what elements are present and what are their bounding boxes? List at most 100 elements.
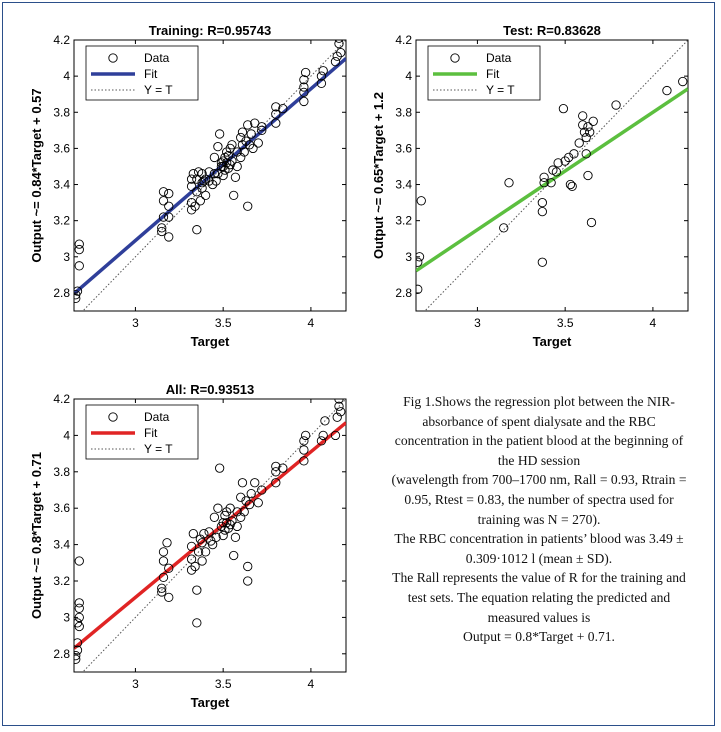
test-data-point xyxy=(416,284,423,294)
training-data-point xyxy=(164,188,174,199)
test-ytick-label: 4 xyxy=(405,69,412,83)
training-data-point xyxy=(186,197,197,208)
all-data-point xyxy=(218,518,228,528)
all-data-point xyxy=(244,499,255,510)
training-data-point xyxy=(229,190,239,201)
test-data-point xyxy=(574,138,584,148)
test-legend-data-marker xyxy=(450,53,460,63)
test-data-point xyxy=(564,152,574,163)
training-data-point xyxy=(236,152,246,163)
all-data-point xyxy=(218,530,228,541)
caption-rall-explanation: The Rall represents the value of R for t… xyxy=(392,570,686,625)
training-data-point xyxy=(300,67,311,78)
all-data-point xyxy=(237,478,248,488)
test-data-point xyxy=(567,181,577,191)
all-data-point xyxy=(332,412,342,422)
training-y-axis-label: Output ~= 0.84*Target + 0.57 xyxy=(29,88,44,262)
training-data-point xyxy=(243,201,253,211)
test-data-point xyxy=(553,158,563,168)
training-data-point xyxy=(186,181,197,191)
test-xtick-label: 3 xyxy=(474,316,481,330)
all-data-point xyxy=(74,650,81,661)
test-data-point xyxy=(504,178,514,188)
all-data-point xyxy=(162,538,172,548)
all-data-point xyxy=(250,478,260,488)
all-data-point xyxy=(230,532,241,542)
all-data-point xyxy=(157,587,167,597)
test-data-point xyxy=(537,197,547,208)
training-data-point xyxy=(204,167,214,177)
all-x-axis-label: Target xyxy=(191,695,230,710)
training-data-point xyxy=(197,169,207,179)
test-x-axis-label: Target xyxy=(533,334,572,349)
test-data-point xyxy=(678,76,688,87)
test-xtick-label: 4 xyxy=(650,316,657,330)
all-data-point xyxy=(164,563,174,573)
test-ytick-label: 3.4 xyxy=(395,178,412,192)
all-data-point xyxy=(330,430,341,441)
training-data-point xyxy=(248,143,258,154)
all-data-point xyxy=(239,507,249,517)
all-data-point xyxy=(253,498,263,508)
all-ytick-label: 4 xyxy=(63,428,70,442)
training-data-point xyxy=(164,212,174,222)
all-data-point xyxy=(336,407,346,417)
test-data-point xyxy=(585,127,595,137)
all-data-point xyxy=(74,638,83,648)
training-data-point xyxy=(211,176,221,186)
test-data-point xyxy=(560,156,570,166)
training-ytick-label: 3 xyxy=(63,250,70,264)
all-data-point xyxy=(243,561,253,572)
training-data-point xyxy=(192,225,202,235)
all-data-point xyxy=(157,583,167,593)
all-data-point xyxy=(271,461,281,471)
training-data-point xyxy=(278,104,288,114)
all-xtick-label: 4 xyxy=(308,677,315,691)
training-data-point xyxy=(158,187,169,197)
all-ytick-label: 3 xyxy=(63,610,70,624)
all-data-point xyxy=(241,496,251,506)
training-data-point xyxy=(74,244,84,255)
all-chart-group: 3 3.5 4 2.8 3 3.2 3.4 3.6 3.8 4 4.2 All: R=0.93513 T… xyxy=(29,382,347,710)
all-legend-fit-label: Fit xyxy=(144,426,158,440)
training-data-point xyxy=(190,201,200,211)
training-xtick-label: 4 xyxy=(308,316,315,330)
test-chart-title: Test: R=0.83628 xyxy=(503,23,601,38)
all-ytick-label: 3.4 xyxy=(53,538,70,552)
all-data-point xyxy=(243,576,253,586)
training-data-point xyxy=(74,293,81,304)
training-data-point xyxy=(299,75,309,85)
training-chart-group: 3 3.5 4 2.8 3 3.2 3.4 3.6 3.8 4 4.2 Training: R=0.9… xyxy=(29,23,347,349)
all-data-point xyxy=(227,516,237,526)
all-data-point xyxy=(316,436,327,446)
all-data-point xyxy=(186,565,197,575)
all-legend-data-marker xyxy=(108,412,118,422)
all-data-point xyxy=(192,618,202,628)
test-data-point xyxy=(537,206,547,217)
test-legend-fit-label: Fit xyxy=(486,67,500,81)
test-data-point xyxy=(578,120,588,130)
training-x-axis-label: Target xyxy=(191,334,230,349)
training-plot-area xyxy=(74,40,346,311)
training-legend-data-label: Data xyxy=(144,51,170,65)
training-data-point xyxy=(299,96,309,107)
all-data-point xyxy=(246,488,256,499)
test-data-point xyxy=(565,179,576,190)
training-data-point xyxy=(192,187,202,197)
all-data-point xyxy=(158,572,169,583)
all-data-point xyxy=(213,503,223,513)
training-data-point xyxy=(237,140,248,150)
all-data-point xyxy=(222,507,232,517)
training-data-point xyxy=(316,71,327,81)
test-data-point xyxy=(499,223,509,233)
training-data-point xyxy=(74,239,84,249)
all-data-point xyxy=(190,561,200,572)
all-data-point xyxy=(278,463,288,473)
test-data-point xyxy=(416,257,423,267)
all-data-point xyxy=(74,598,84,608)
figure-caption: Fig 1.Shows the regression plot between … xyxy=(388,392,690,647)
test-legend-identity-label: Y = T xyxy=(486,83,515,97)
training-data-point xyxy=(257,125,267,135)
training-data-point xyxy=(223,150,234,161)
